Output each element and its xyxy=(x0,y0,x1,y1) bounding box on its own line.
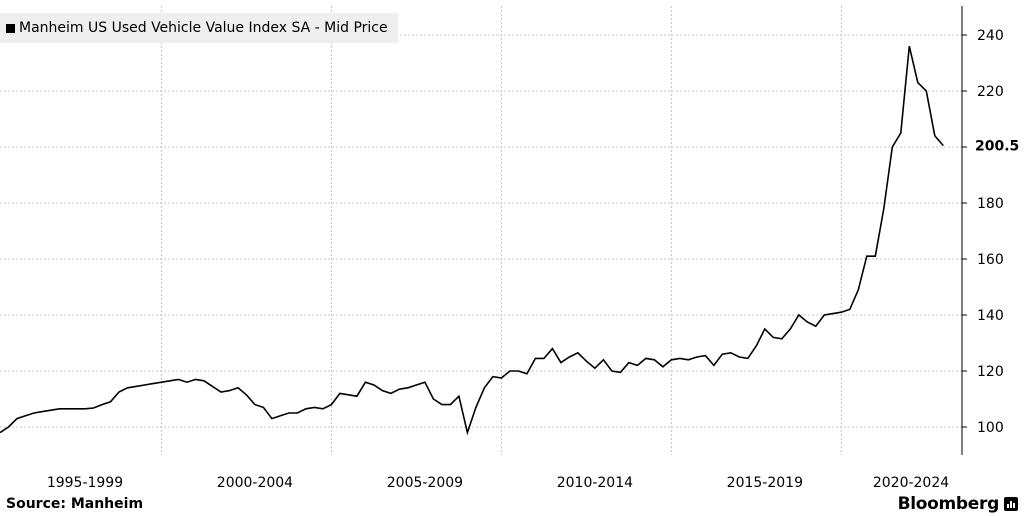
last-value-marker: 200.5 xyxy=(968,135,1024,156)
last-value-label: 200.5 xyxy=(975,139,1019,155)
brand-logo: Bloomberg xyxy=(898,494,1018,514)
legend-swatch xyxy=(6,23,15,33)
xtick-label-1: 2000-2004 xyxy=(217,475,293,491)
last-value-tag xyxy=(968,135,1024,156)
xtick-label-3: 2010-2014 xyxy=(557,475,633,491)
ytick-label-180: 180 xyxy=(977,196,1004,212)
legend: Manheim US Used Vehicle Value Index SA -… xyxy=(0,13,398,43)
series-line xyxy=(0,46,944,436)
xtick-label-4: 2015-2019 xyxy=(727,475,803,491)
legend-label: Manheim US Used Vehicle Value Index SA -… xyxy=(19,20,388,36)
ytick-label-120: 120 xyxy=(977,364,1004,380)
x-axis-ticks: 1995-1999 2000-2004 2005-2009 2010-2014 2015… xyxy=(47,475,949,491)
ytick-label-100: 100 xyxy=(977,420,1004,436)
y-axis-ticks: 100120140160180200220240 xyxy=(962,28,1004,436)
bloomberg-chart-icon xyxy=(1004,497,1018,511)
xtick-label-5: 2020-2024 xyxy=(873,475,949,491)
brand-name: Bloomberg xyxy=(897,494,1000,514)
ytick-label-220: 220 xyxy=(977,84,1004,100)
xtick-label-0: 1995-1999 xyxy=(47,475,123,491)
vertical-gridlines xyxy=(160,6,842,455)
ytick-label-140: 140 xyxy=(977,308,1004,324)
xtick-label-2: 2005-2009 xyxy=(387,475,463,491)
ytick-label-160: 160 xyxy=(977,252,1004,268)
horizontal-gridlines xyxy=(0,34,962,428)
ytick-label-240: 240 xyxy=(977,28,1004,44)
source-note: Source: Manheim xyxy=(6,496,144,512)
